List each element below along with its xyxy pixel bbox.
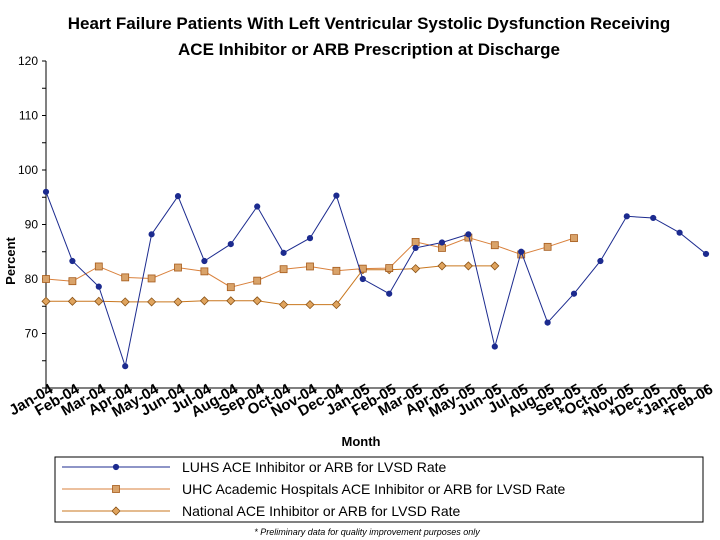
y-tick-label: 70 bbox=[25, 327, 39, 341]
x-axis-label: Month bbox=[342, 434, 381, 449]
legend: LUHS ACE Inhibitor or ARB for LVSD Rate U… bbox=[54, 456, 704, 523]
data-point bbox=[359, 275, 366, 283]
data-point bbox=[490, 241, 499, 250]
data-point bbox=[412, 244, 419, 252]
data-point bbox=[386, 290, 393, 297]
data-point bbox=[702, 250, 710, 258]
data-point bbox=[544, 319, 551, 326]
data-point bbox=[438, 239, 446, 246]
footnote: * Preliminary data for quality improveme… bbox=[254, 527, 480, 537]
data-point bbox=[94, 296, 104, 306]
data-point bbox=[518, 248, 525, 255]
data-point bbox=[437, 261, 447, 271]
data-point bbox=[650, 214, 657, 222]
data-point bbox=[201, 257, 208, 265]
data-point bbox=[543, 242, 552, 251]
data-point bbox=[68, 277, 77, 286]
data-point bbox=[306, 235, 314, 242]
chart-title-line-1: Heart Failure Patients With Left Ventric… bbox=[68, 14, 671, 33]
data-point bbox=[280, 249, 287, 256]
data-point bbox=[41, 296, 51, 306]
data-point bbox=[174, 193, 182, 200]
series-circle bbox=[42, 188, 710, 370]
data-point bbox=[306, 262, 314, 271]
series-line bbox=[46, 265, 495, 306]
data-point bbox=[333, 192, 340, 199]
data-point bbox=[465, 231, 472, 238]
legend-swatch-marker bbox=[112, 485, 120, 493]
data-point bbox=[597, 257, 604, 265]
data-point bbox=[226, 296, 236, 306]
data-point bbox=[69, 257, 76, 265]
x-axis-ticks: Jan-04Feb-04Mar-04Apr-04May-04Jun-04Jul-… bbox=[6, 380, 716, 423]
legend-entry: UHC Academic Hospitals ACE Inhibitor or … bbox=[62, 481, 566, 497]
data-point bbox=[411, 264, 421, 274]
chart-title: Heart Failure Patients With Left Ventric… bbox=[68, 14, 671, 59]
legend-entry: National ACE Inhibitor or ARB for LVSD R… bbox=[62, 503, 461, 519]
data-point bbox=[332, 266, 341, 275]
data-point bbox=[94, 262, 103, 271]
data-point bbox=[121, 273, 130, 282]
data-point bbox=[331, 300, 341, 310]
data-point bbox=[199, 296, 209, 306]
data-point bbox=[253, 276, 262, 285]
data-point bbox=[463, 261, 473, 271]
legend-swatch-marker bbox=[112, 463, 120, 471]
y-tick-label: 110 bbox=[19, 109, 38, 123]
legend-swatch-marker bbox=[111, 506, 121, 516]
legend-label: UHC Academic Hospitals ACE Inhibitor or … bbox=[182, 481, 566, 497]
data-point bbox=[174, 263, 182, 272]
data-point bbox=[385, 264, 394, 273]
data-point bbox=[148, 231, 155, 238]
legend-label: LUHS ACE Inhibitor or ARB for LVSD Rate bbox=[182, 459, 447, 475]
data-point bbox=[252, 296, 262, 306]
series-layer bbox=[41, 188, 710, 370]
data-point bbox=[623, 213, 630, 220]
data-point bbox=[42, 188, 50, 195]
data-point bbox=[200, 267, 209, 276]
legend-label: National ACE Inhibitor or ARB for LVSD R… bbox=[182, 503, 461, 519]
y-tick-label: 100 bbox=[18, 163, 38, 177]
data-point bbox=[227, 241, 234, 248]
y-axis-label: Percent bbox=[3, 236, 18, 284]
data-point bbox=[67, 296, 77, 306]
data-point bbox=[676, 229, 683, 236]
data-point bbox=[95, 283, 102, 290]
legend-entry: LUHS ACE Inhibitor or ARB for LVSD Rate bbox=[62, 459, 447, 475]
data-point bbox=[120, 297, 130, 307]
data-point bbox=[147, 274, 156, 283]
data-point bbox=[173, 297, 183, 307]
data-point bbox=[570, 290, 578, 297]
series-diamond bbox=[41, 261, 500, 310]
data-point bbox=[490, 261, 500, 271]
data-point bbox=[491, 343, 498, 350]
data-point bbox=[147, 297, 157, 307]
data-point bbox=[122, 363, 129, 370]
data-point bbox=[254, 203, 261, 210]
y-tick-label: 120 bbox=[18, 54, 38, 68]
data-point bbox=[279, 300, 289, 310]
y-tick-label: 80 bbox=[25, 272, 39, 286]
data-point bbox=[411, 238, 420, 246]
chart-title-line-2: ACE Inhibitor or ARB Prescription at Dis… bbox=[178, 40, 560, 59]
y-tick-label: 90 bbox=[25, 218, 39, 232]
data-point bbox=[226, 283, 235, 292]
data-point bbox=[570, 234, 578, 243]
data-point bbox=[279, 265, 288, 274]
y-axis-ticks: 70 80 90 100 110 120 bbox=[18, 54, 46, 389]
data-point bbox=[305, 300, 315, 310]
data-point bbox=[42, 275, 50, 283]
series-square bbox=[42, 233, 578, 292]
axes bbox=[45, 61, 706, 389]
series-line bbox=[45, 191, 707, 369]
